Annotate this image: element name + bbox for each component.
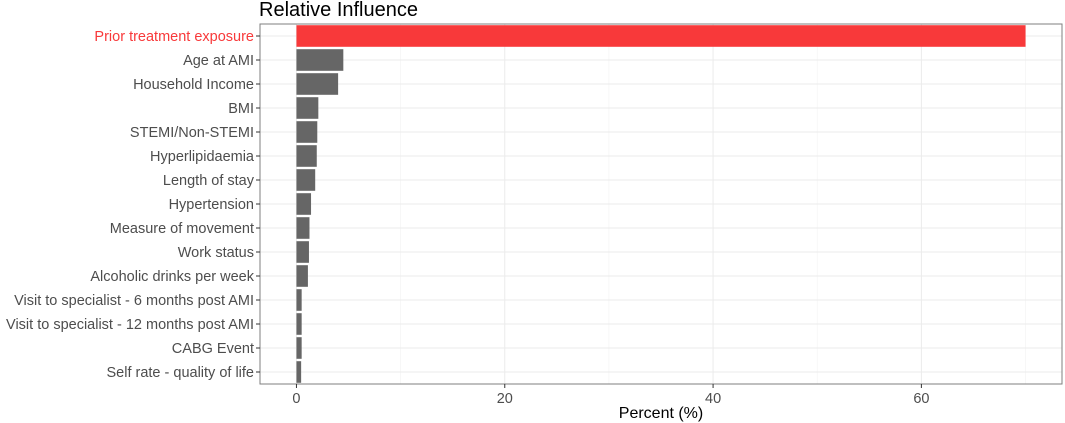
x-tick-label: 40 [705, 391, 721, 407]
y-axis: Prior treatment exposure Age at AMI Househ… [6, 29, 260, 381]
bar-layer [296, 25, 1026, 383]
grid-layer [260, 24, 1062, 384]
category-label: Visit to specialist - 12 months post AMI [6, 317, 254, 333]
category-label: Hyperlipidaemia [150, 149, 255, 165]
x-axis: 0 20 40 60 [292, 384, 929, 407]
category-label: Prior treatment exposure [94, 29, 254, 45]
bar-4 [296, 121, 318, 143]
category-label: Work status [178, 245, 254, 261]
bar-11 [296, 289, 302, 311]
bar-1 [296, 49, 344, 71]
category-label: Length of stay [163, 173, 255, 189]
category-label: Self rate - quality of life [107, 365, 255, 381]
category-label: BMI [228, 101, 254, 117]
x-axis-title: Percent (%) [619, 405, 703, 422]
bar-8 [296, 217, 310, 239]
category-label: Alcoholic drinks per week [90, 269, 254, 285]
bar-3 [296, 97, 319, 119]
bar-7 [296, 193, 312, 215]
bar-10 [296, 265, 308, 287]
x-tick-label: 20 [497, 391, 513, 407]
bar-5 [296, 145, 317, 167]
bar-0 [296, 25, 1026, 47]
category-label: STEMI/Non-STEMI [130, 125, 254, 141]
bar-14 [296, 361, 302, 383]
category-label: Hypertension [169, 197, 254, 213]
x-tick-label: 0 [292, 391, 300, 407]
bar-6 [296, 169, 316, 191]
x-tick-label: 60 [913, 391, 929, 407]
category-label: Age at AMI [183, 53, 254, 69]
category-label: Visit to specialist - 6 months post AMI [14, 293, 254, 309]
bar-2 [296, 73, 339, 95]
category-label: Household Income [133, 77, 254, 93]
bar-13 [296, 337, 302, 359]
bar-12 [296, 313, 302, 335]
chart-title: Relative Influence [259, 0, 418, 21]
category-label: CABG Event [172, 341, 254, 357]
category-label: Measure of movement [110, 221, 254, 237]
bar-9 [296, 241, 309, 263]
